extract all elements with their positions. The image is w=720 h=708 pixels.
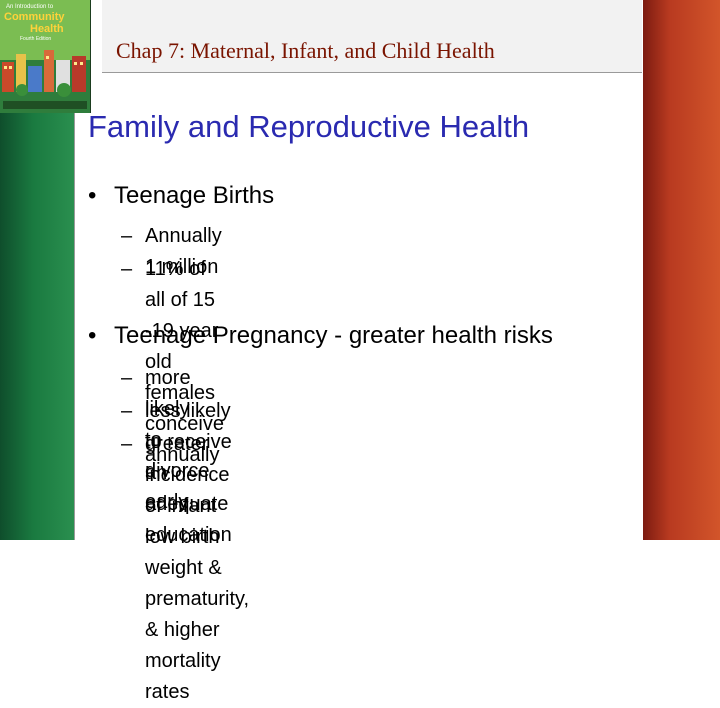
book-cover-image: An Introduction to Community Health Four… — [0, 0, 91, 113]
sub-bullet-marker: – — [121, 225, 133, 247]
slide-title: Family and Reproductive Health — [88, 109, 530, 144]
cover-line-4: Fourth Edition — [20, 36, 52, 42]
sub-bullet-marker: – — [121, 400, 133, 422]
sub-bullet-marker: – — [121, 433, 133, 455]
sub-bullet-text: greater incidence of infant low birth we… — [145, 433, 250, 703]
bullet-marker: • — [88, 182, 97, 209]
bullet-text: Teenage Births — [114, 182, 275, 209]
slide-content-panel — [74, 0, 643, 540]
sub-bullet-marker: – — [121, 367, 133, 389]
bullet-marker: • — [88, 322, 97, 349]
cover-line-1: An Introduction to — [6, 4, 54, 10]
right-decorative-bar — [642, 0, 720, 540]
chapter-header-title: Chap 7: Maternal, Infant, and Child Heal… — [116, 38, 495, 63]
sub-bullet-marker: – — [121, 258, 133, 280]
sub-bullet-text: more likely to divorce early — [145, 367, 210, 513]
cover-illustration-icon — [2, 50, 86, 97]
bullet-text: Teenage Pregnancy - greater health risks — [114, 322, 553, 349]
header-bar — [102, 0, 642, 73]
sub-bullet-text: 11% of all of 15 -19 year old females co… — [145, 258, 224, 466]
cover-line-3: Health — [30, 23, 64, 35]
cover-line-2: Community — [4, 11, 65, 23]
sub-bullet-text: Annually 1 million — [145, 225, 222, 278]
cover-authors-strip — [3, 101, 87, 109]
